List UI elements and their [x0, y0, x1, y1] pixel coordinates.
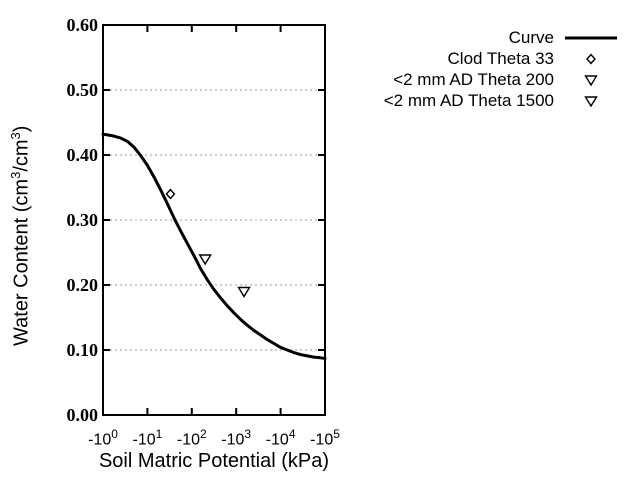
x-tick-exponent: 2	[200, 427, 207, 441]
legend-item: <2 mm AD Theta 1500	[384, 90, 628, 111]
y-axis-title-text: Water Content (cm	[10, 178, 33, 346]
y-tick-label: 0.60	[66, 15, 99, 35]
marker-2-mm-ad-theta-200	[198, 254, 212, 266]
y-axis-title-text: )	[10, 125, 33, 133]
legend-item-label: Curve	[508, 27, 554, 47]
x-tick-label: -102	[176, 427, 207, 449]
legend-marker-diamond-icon	[554, 48, 628, 69]
y-tick-label: 0.10	[66, 340, 99, 360]
legend-marker-line-icon	[554, 27, 628, 48]
y-axis-title-text: /cm	[10, 139, 33, 172]
legend-item-label: <2 mm AD Theta 200	[393, 69, 554, 89]
legend-marker-glyph	[584, 74, 598, 86]
x-tick-label: -100	[88, 427, 118, 449]
legend-item: Clod Theta 33	[384, 48, 628, 69]
legend-marker-shape	[584, 74, 598, 86]
retention-curve-line	[101, 132, 327, 360]
legend: Curve Clod Theta 33 <2 mm AD Theta 200 <2 m…	[384, 27, 628, 111]
legend-marker-triangle-down-icon	[554, 69, 628, 90]
x-tick-label: -103	[221, 427, 252, 449]
x-tick-exponent: 4	[288, 427, 296, 441]
x-tick-label: -105	[310, 427, 340, 449]
legend-marker-triangle-down-icon	[554, 90, 628, 111]
x-tick-exponent: 5	[333, 427, 340, 441]
y-axis-title-sup: 3	[8, 132, 23, 140]
legend-marker-glyph	[584, 95, 598, 107]
y-axis-title: Water Content (cm3/cm3)	[8, 126, 34, 346]
legend-item-label: <2 mm AD Theta 1500	[383, 90, 554, 110]
x-tick-exponent: 3	[244, 427, 252, 441]
legend-item-label: Clod Theta 33	[447, 48, 554, 68]
y-tick-label: 0.00	[66, 405, 99, 425]
y-tick-label: 0.40	[66, 145, 99, 165]
marker-2-mm-ad-theta-1500	[237, 286, 251, 298]
y-tick-label: 0.30	[66, 210, 99, 230]
legend-marker-shape	[584, 95, 598, 107]
legend-item: <2 mm AD Theta 200	[384, 69, 628, 90]
x-tick-label: -104	[265, 427, 296, 449]
y-tick-label: 0.50	[66, 80, 99, 100]
x-tick-label: -101	[132, 427, 163, 449]
x-tick-exponent: 0	[111, 427, 118, 441]
legend-item: Curve	[384, 27, 628, 48]
x-tick-exponent: 1	[155, 427, 163, 441]
legend-marker-shape	[586, 53, 596, 64]
legend-marker-glyph	[565, 36, 617, 39]
y-axis-title-sup: 3	[8, 171, 23, 179]
plot-border	[102, 24, 326, 416]
legend-marker-glyph	[586, 53, 596, 64]
x-axis-title: Soil Matric Potential (kPa)	[98, 450, 330, 472]
y-tick-label: 0.20	[66, 275, 99, 295]
marker-clod-theta-33	[165, 188, 176, 200]
